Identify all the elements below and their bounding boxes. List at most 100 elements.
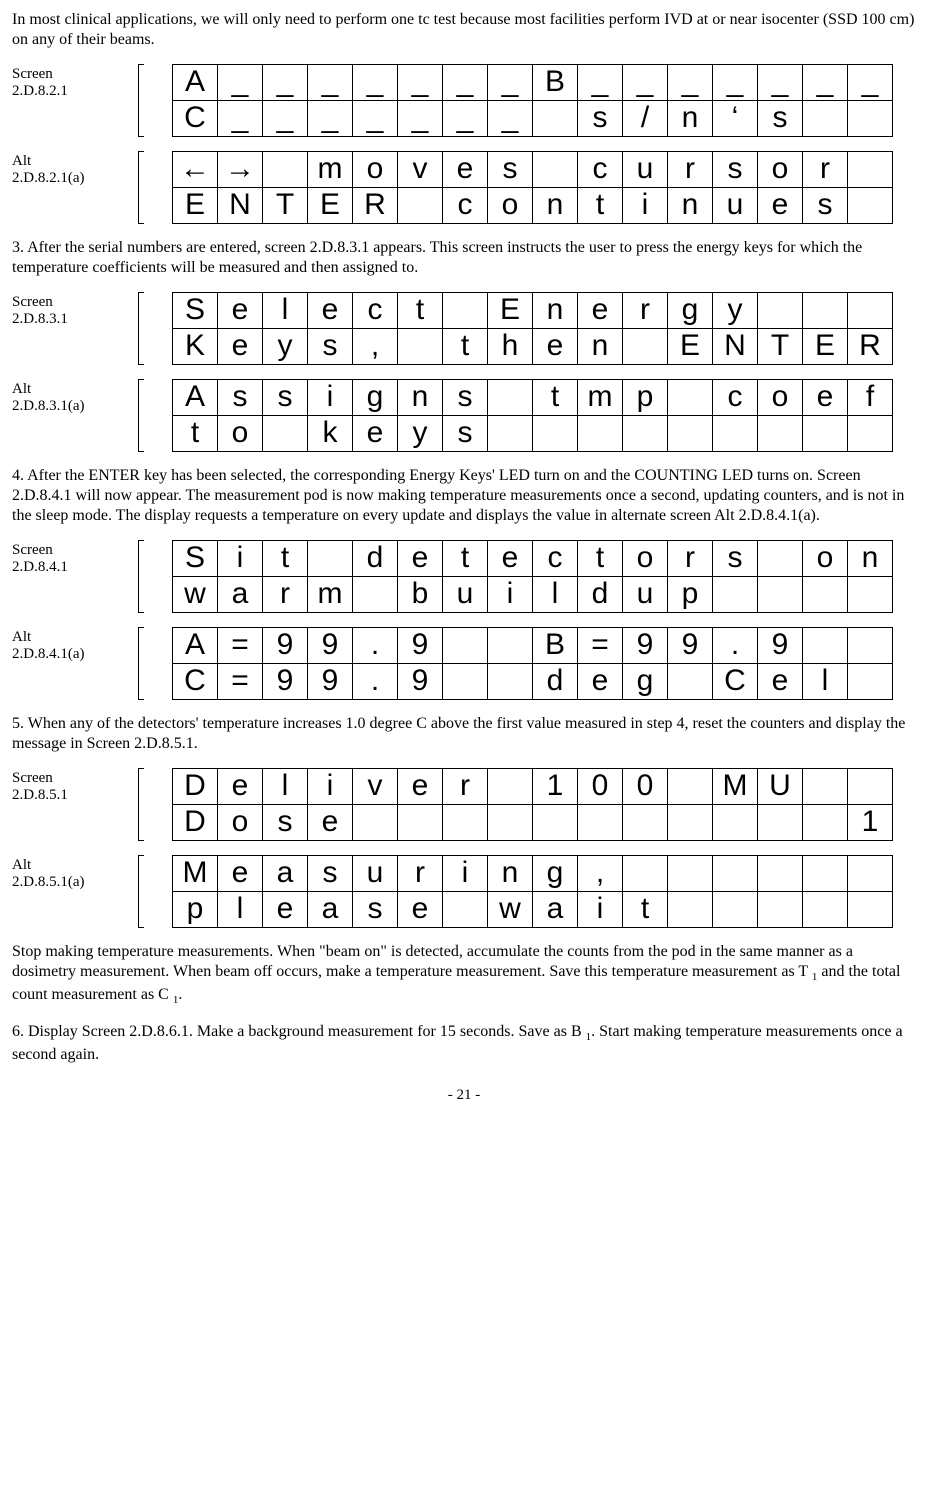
lcd-cell: h — [488, 329, 533, 365]
lcd-cell: m — [308, 152, 353, 188]
lcd-cell — [443, 892, 488, 928]
lcd-cell: o — [758, 380, 803, 416]
lcd-cell: o — [758, 152, 803, 188]
bracket-icon — [132, 379, 146, 452]
lcd-cell: s — [578, 101, 623, 137]
lcd-cell — [803, 416, 848, 452]
lcd-cell — [263, 416, 308, 452]
lcd-cell: B — [533, 628, 578, 664]
lcd-cell: U — [758, 769, 803, 805]
lcd-cell — [713, 805, 758, 841]
lcd-cell: e — [398, 541, 443, 577]
lcd-cell — [758, 541, 803, 577]
lcd-cell — [848, 152, 893, 188]
screen-block-2d851a: Alt 2.D.8.5.1(a) Measuring,pleasewait — [12, 855, 916, 928]
lcd-cell — [578, 416, 623, 452]
screen-block-2d831a: Alt 2.D.8.3.1(a) Assignstmpcoeftokeys — [12, 379, 916, 452]
lcd-cell: n — [668, 188, 713, 224]
lcd-cell: t — [263, 541, 308, 577]
lcd-cell: _ — [398, 65, 443, 101]
lcd-cell: a — [308, 892, 353, 928]
lcd-cell: c — [443, 188, 488, 224]
lcd-cell: . — [353, 628, 398, 664]
lcd-cell: e — [578, 664, 623, 700]
lcd-cell: C — [173, 101, 218, 137]
lcd-cell: _ — [713, 65, 758, 101]
lcd-cell: s — [443, 416, 488, 452]
lcd-cell — [713, 892, 758, 928]
bracket-icon — [132, 627, 146, 700]
lcd-cell: 1 — [848, 805, 893, 841]
screen-label: Alt 2.D.8.4.1(a) — [12, 627, 132, 664]
step-5-paragraph: 5. When any of the detectors' temperatur… — [12, 714, 916, 754]
lcd-cell — [623, 856, 668, 892]
lcd-cell: g — [668, 293, 713, 329]
lcd-cell: s — [263, 805, 308, 841]
lcd-cell: i — [308, 769, 353, 805]
lcd-cell: m — [578, 380, 623, 416]
lcd-cell: o — [218, 416, 263, 452]
screen-label: Alt 2.D.8.3.1(a) — [12, 379, 132, 416]
lcd-cell: i — [488, 577, 533, 613]
lcd-cell — [398, 329, 443, 365]
screen-label: Screen 2.D.8.3.1 — [12, 292, 132, 329]
lcd-cell: s — [263, 380, 308, 416]
lcd-cell — [758, 416, 803, 452]
lcd-cell: _ — [488, 101, 533, 137]
lcd-cell: f — [848, 380, 893, 416]
lcd-cell — [488, 664, 533, 700]
lcd-cell: _ — [578, 65, 623, 101]
screen-block-2d841: Screen 2.D.8.4.1 Sitdetectorsonwarmbuild… — [12, 540, 916, 613]
lcd-cell: C — [713, 664, 758, 700]
lcd-cell: ← — [173, 152, 218, 188]
lcd-cell: l — [533, 577, 578, 613]
lcd-cell: 9 — [398, 628, 443, 664]
lcd-cell: A — [173, 65, 218, 101]
screen-block-2d841a: Alt 2.D.8.4.1(a) A=99.9B=99.9C=99.9degCe… — [12, 627, 916, 700]
lcd-cell — [533, 101, 578, 137]
lcd-cell: B — [533, 65, 578, 101]
lcd-cell: e — [218, 856, 263, 892]
lcd-cell: y — [713, 293, 758, 329]
lcd-cell: t — [623, 892, 668, 928]
lcd-cell: s — [758, 101, 803, 137]
lcd-cell: ‘ — [713, 101, 758, 137]
lcd-cell: 9 — [398, 664, 443, 700]
lcd-cell — [848, 628, 893, 664]
lcd-cell: _ — [353, 101, 398, 137]
lcd-cell: s — [713, 541, 758, 577]
lcd-cell — [803, 805, 848, 841]
lcd-cell — [668, 769, 713, 805]
bracket-icon — [132, 540, 146, 613]
lcd-cell: n — [848, 541, 893, 577]
lcd-cell: e — [758, 664, 803, 700]
lcd-cell: C — [173, 664, 218, 700]
lcd-cell: 9 — [758, 628, 803, 664]
lcd-cell: e — [803, 380, 848, 416]
lcd-cell: 9 — [263, 628, 308, 664]
lcd-cell: = — [218, 628, 263, 664]
lcd-cell: u — [713, 188, 758, 224]
lcd-cell: e — [218, 769, 263, 805]
lcd-cell: s — [713, 152, 758, 188]
lcd-cell: 9 — [308, 628, 353, 664]
lcd-cell: r — [398, 856, 443, 892]
screen-block-2d831: Screen 2.D.8.3.1 SelectEnergyKeys,thenEN… — [12, 292, 916, 365]
lcd-cell: o — [353, 152, 398, 188]
lcd-cell: l — [263, 293, 308, 329]
lcd-cell: t — [443, 541, 488, 577]
lcd-cell: r — [443, 769, 488, 805]
lcd-cell: _ — [263, 65, 308, 101]
lcd-cell: 0 — [578, 769, 623, 805]
screen-label: Alt 2.D.8.2.1(a) — [12, 151, 132, 188]
lcd-cell: e — [488, 541, 533, 577]
lcd-cell: S — [173, 541, 218, 577]
lcd-cell: e — [308, 293, 353, 329]
lcd-cell — [713, 856, 758, 892]
lcd-cell: D — [173, 769, 218, 805]
lcd-cell: 9 — [623, 628, 668, 664]
lcd-grid: A=99.9B=99.9C=99.9degCel — [172, 627, 893, 700]
lcd-cell: r — [623, 293, 668, 329]
lcd-cell — [848, 577, 893, 613]
lcd-cell: E — [803, 329, 848, 365]
